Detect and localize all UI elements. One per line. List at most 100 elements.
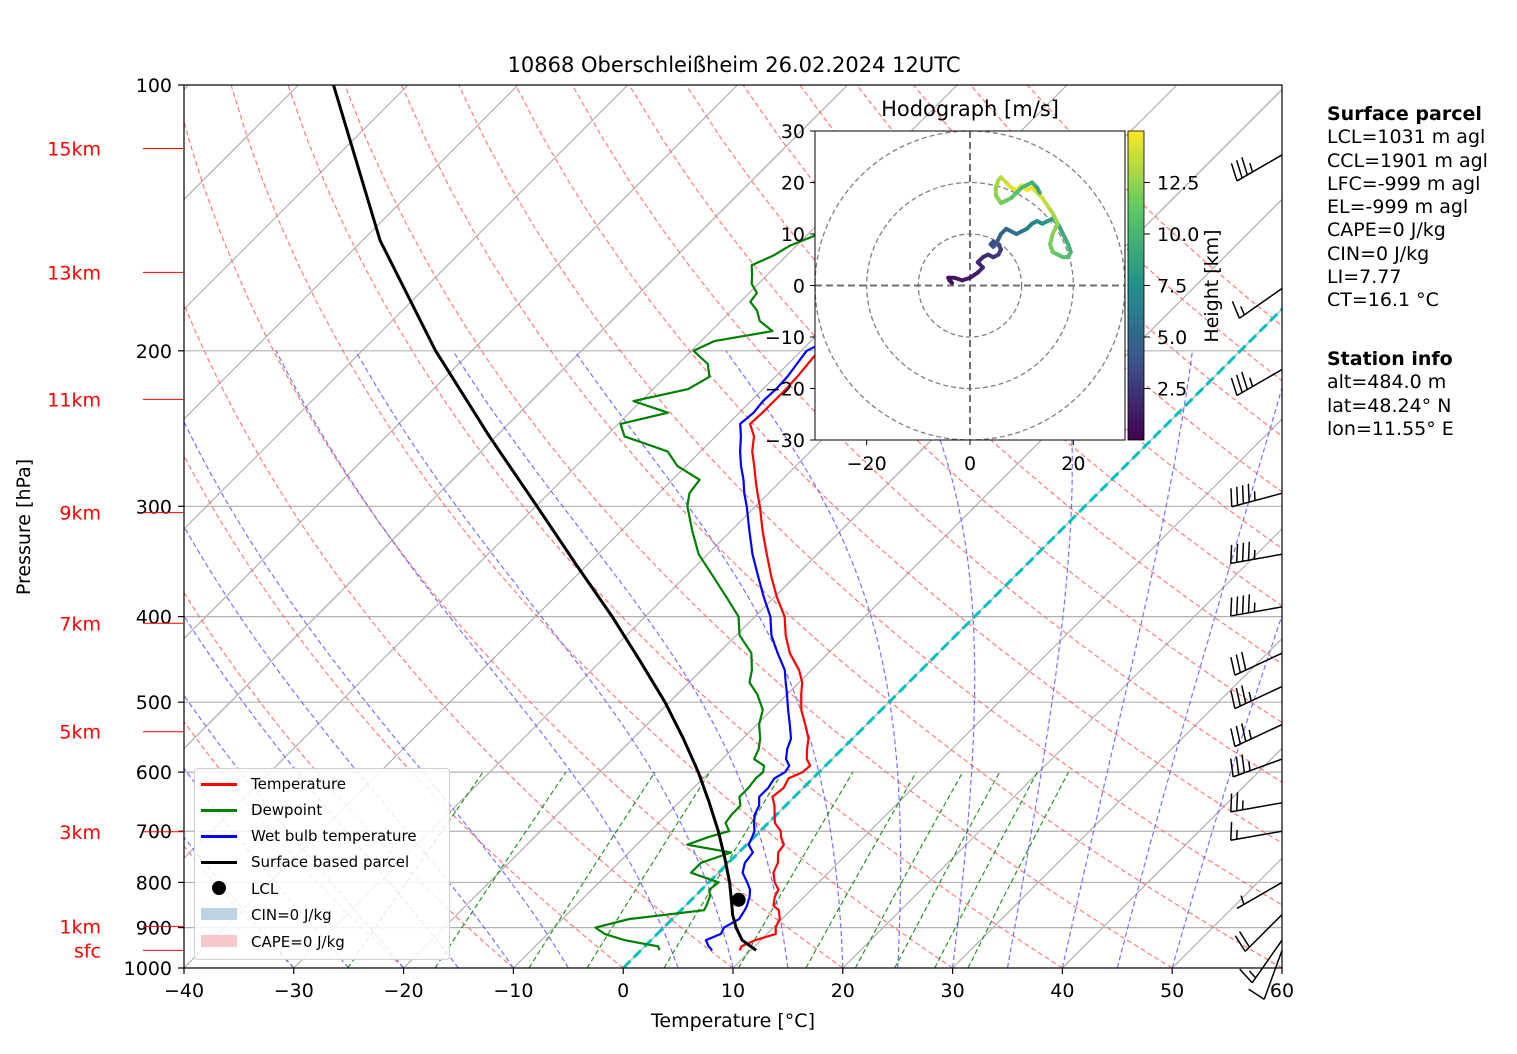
barb-half — [1249, 162, 1254, 173]
barb-half — [1248, 691, 1252, 702]
surface-cape: CAPE=0 J/kg — [1327, 219, 1446, 242]
legend-label: Surface based parcel — [251, 853, 410, 871]
x-tick-label: 0 — [617, 980, 629, 1002]
wind-barb — [1236, 881, 1283, 910]
barb-full — [1247, 483, 1250, 503]
barb-full — [1239, 968, 1253, 984]
legend-label: CAPE=0 J/kg — [251, 933, 345, 951]
dry-adiabat — [514, 85, 1282, 844]
barb-full — [1230, 690, 1236, 709]
dry-adiabat — [458, 85, 1282, 906]
barb-full — [1241, 157, 1249, 176]
mixing-ratio-line — [894, 771, 1001, 968]
barb-staff — [1230, 553, 1283, 565]
barb-staff — [1230, 802, 1283, 813]
height-label: 5km — [59, 722, 101, 744]
dry-adiabat — [184, 119, 844, 968]
wind-barb — [1239, 939, 1283, 984]
barb-full — [1241, 542, 1245, 562]
chart-title: 10868 Oberschleißheim 26.02.2024 12UTC — [508, 53, 961, 77]
barb-half — [1248, 729, 1252, 740]
isotherm — [1061, 747, 1282, 968]
barb-staff — [1230, 606, 1283, 617]
barb-full — [1230, 544, 1233, 564]
isotherm — [184, 85, 519, 420]
isotherm — [184, 85, 848, 750]
moist-adiabat — [1006, 350, 1073, 968]
barb-staff — [1236, 881, 1283, 910]
x-axis-label: Temperature [°C] — [650, 1010, 815, 1032]
mixing-ratio-line — [586, 771, 711, 968]
moist-adiabat — [1171, 613, 1282, 968]
legend-swatch — [201, 835, 237, 838]
isotherm — [512, 198, 1282, 968]
mixing-ratio-line — [738, 771, 854, 968]
isotherm — [184, 85, 739, 640]
barb-full — [1235, 756, 1240, 775]
height-label: 13km — [47, 262, 101, 284]
legend-label: Dewpoint — [251, 801, 323, 819]
barb-full — [1241, 371, 1249, 390]
legend-item-dewpoint: Dewpoint — [195, 797, 449, 823]
barb-full — [1230, 728, 1236, 747]
barb-full — [1241, 651, 1247, 671]
y-tick-label: 400 — [136, 607, 172, 629]
legend-item-cape: CAPE=0 J/kg — [195, 929, 449, 955]
height-label: 11km — [47, 389, 101, 411]
height-label: 7km — [59, 613, 101, 635]
hodograph-x-tick-label: −20 — [847, 453, 887, 475]
legend-item-parcel: Surface based parcel — [195, 849, 449, 875]
x-tick-label: 10 — [721, 980, 745, 1002]
moist-adiabat — [725, 350, 902, 968]
moist-adiabat — [355, 350, 734, 968]
dry-adiabat — [344, 85, 1173, 968]
dry-adiabat — [184, 303, 734, 968]
wind-barb — [1230, 792, 1283, 813]
hodograph-y-tick-label: 30 — [781, 121, 805, 143]
moist-adiabat — [275, 350, 679, 968]
moist-adiabat — [900, 350, 976, 968]
legend-dot — [212, 881, 226, 895]
y-tick-label: 300 — [136, 496, 172, 518]
barb-half — [1248, 970, 1257, 979]
wind-barb — [1230, 723, 1283, 748]
barb-full — [1229, 758, 1234, 777]
barb-full — [1235, 687, 1242, 707]
dry-adiabat — [287, 85, 1063, 968]
barb-full — [1235, 654, 1242, 673]
barb-half — [1240, 306, 1246, 316]
wind-barb — [1230, 368, 1283, 397]
zero-isotherm-line — [622, 307, 1282, 968]
legend-label: LCL — [251, 880, 279, 898]
dry-adiabat — [571, 85, 1282, 784]
wind-barb — [1229, 754, 1283, 778]
colorbar-tick-label: 7.5 — [1157, 276, 1187, 298]
barb-staff — [1236, 368, 1283, 397]
barb-full — [1230, 656, 1236, 676]
barb-staff — [1234, 652, 1283, 676]
legend-item-cin: CIN=0 J/kg — [195, 902, 449, 928]
barb-full — [1235, 725, 1242, 745]
y-tick-label: 200 — [136, 341, 172, 363]
x-tick-label: 20 — [831, 980, 855, 1002]
barb-staff — [1251, 939, 1283, 984]
barb-full — [1230, 488, 1233, 507]
hodograph-y-tick-label: −30 — [765, 430, 805, 452]
legend-box — [201, 935, 237, 947]
y-tick-label: 800 — [136, 872, 172, 894]
legend: Temperature Dewpoint Wet bulb temperatur… — [194, 768, 450, 960]
dry-adiabat — [401, 85, 1282, 968]
height-label: 3km — [59, 822, 101, 844]
colorbar-ticks: 2.5 5.0 7.5 10.0 12.5 — [1144, 173, 1199, 401]
barb-full — [1241, 754, 1246, 773]
height-label: 9km — [59, 503, 101, 525]
barb-full — [1247, 594, 1251, 613]
moist-adiabat — [452, 350, 789, 968]
barb-full — [1230, 377, 1238, 396]
y-tick-label: 600 — [136, 762, 172, 784]
hodograph: Hodograph [m/s] −20 0 20 30 20 10 0 −10 −20 −30 2… — [765, 97, 1223, 475]
wind-barb — [1230, 594, 1283, 617]
wind-barb — [1230, 483, 1283, 508]
